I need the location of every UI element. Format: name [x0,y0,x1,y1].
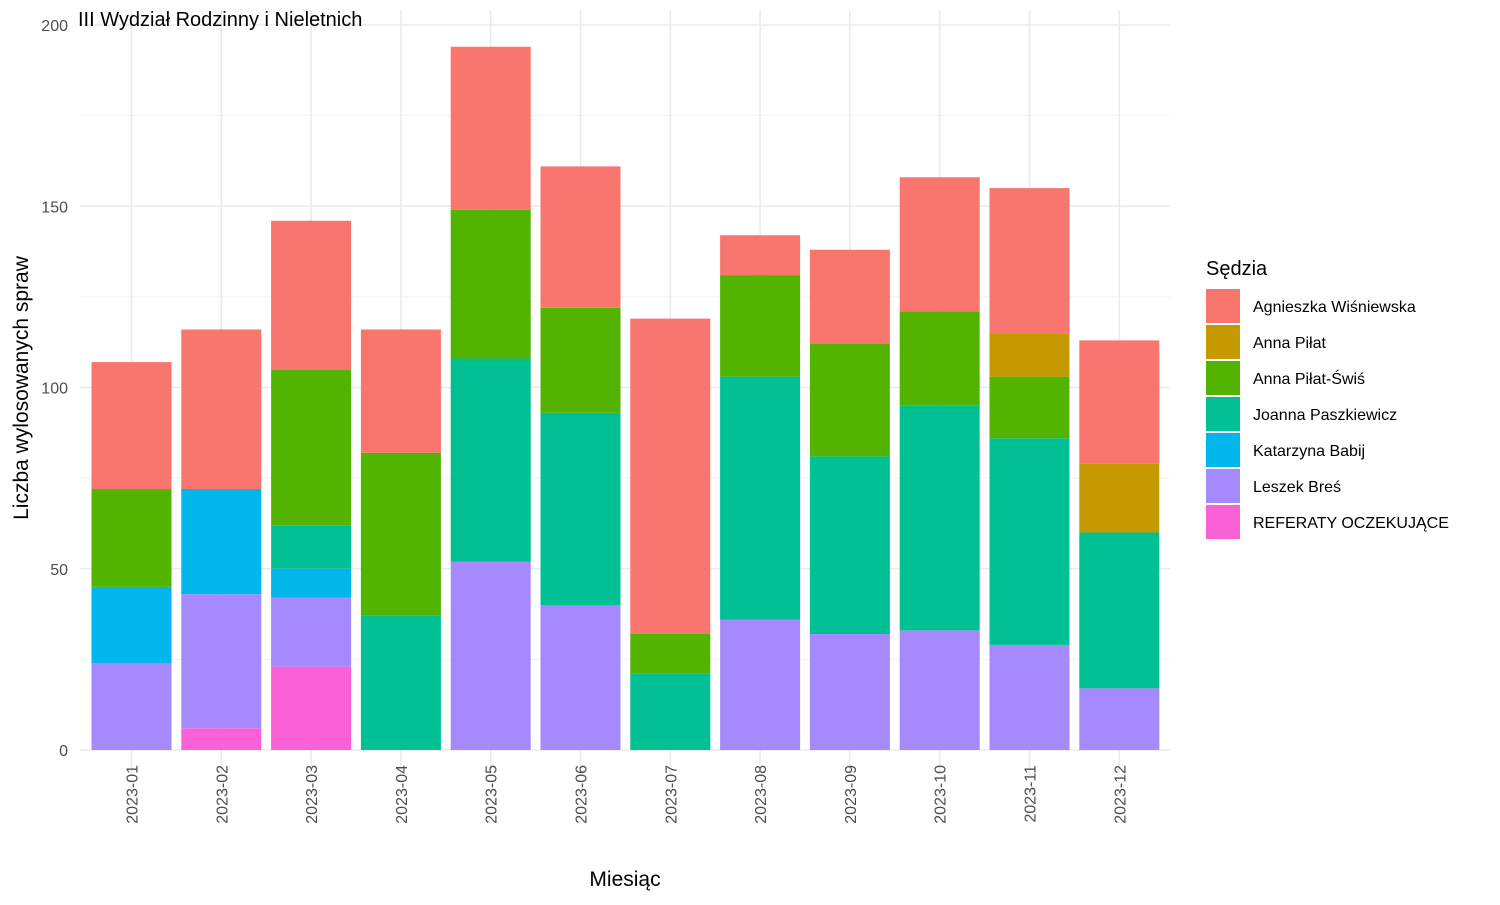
legend-label: Agnieszka Wiśniewska [1253,299,1416,316]
bar-segment [271,525,352,569]
x-tick-label: 2023-08 [753,765,770,824]
y-tick-label: 200 [41,18,68,35]
bar-segment [809,634,890,750]
bar-segment [720,376,801,620]
bar-segment [271,597,352,667]
bar-segment [630,318,711,634]
bar-segment [989,376,1070,439]
legend-label: Joanna Paszkiewicz [1253,407,1397,424]
x-tick-label: 2023-01 [125,765,142,824]
legend-label: REFERATY OCZEKUJĄCE [1253,515,1449,532]
x-tick-label: 2023-11 [1023,765,1040,823]
bar-segment [720,235,801,276]
bar-segment [360,452,441,616]
legend-swatch [1206,433,1240,467]
x-tick-label: 2023-04 [394,765,411,824]
legend: Sędzia Agnieszka Wiśniewska Anna Piłat Ann… [1206,258,1449,539]
bar-segment [540,412,621,605]
bar-segment [989,438,1070,645]
bars [91,46,1160,750]
legend-swatch [1206,397,1240,431]
bar-segment [809,344,890,457]
bar-segment [540,166,621,308]
bar-segment [1079,688,1160,750]
x-tick-label: 2023-07 [663,765,680,824]
legend-title: Sędzia [1206,258,1268,280]
bar-segment [989,333,1070,377]
y-tick-label: 0 [59,743,68,760]
y-tick-label: 100 [41,381,68,398]
x-axis: 2023-01 2023-02 2023-03 2023-04 2023-05 2023-… [125,765,1130,824]
bar-segment [1079,340,1160,464]
bar-segment [91,663,172,750]
bar-segment [181,489,262,595]
x-tick-label: 2023-06 [574,765,591,824]
bar-segment [271,369,352,526]
bar-segment [720,619,801,750]
bar-segment [450,561,531,750]
x-tick-label: 2023-09 [843,765,860,824]
bar-segment [989,188,1070,334]
legend-swatch [1206,289,1240,323]
bar-segment [181,728,262,750]
bar-segment [630,634,711,674]
legend-label: Leszek Breś [1253,479,1341,496]
x-tick-label: 2023-10 [933,765,950,824]
bar-segment [450,46,531,210]
bar-segment [181,594,262,729]
bar-segment [989,644,1070,750]
bar-segment [630,673,711,750]
bar-segment [899,311,980,406]
legend-swatch [1206,505,1240,539]
bar-segment [1079,463,1160,533]
bar-segment [809,249,890,344]
bar-segment [450,209,531,359]
x-tick-label: 2023-05 [484,765,501,824]
legend-label: Anna Piłat-Świś [1253,369,1365,388]
x-tick-label: 2023-03 [304,765,321,824]
legend-swatch [1206,469,1240,503]
x-tick-label: 2023-12 [1112,765,1129,824]
bar-segment [540,307,621,413]
bar-segment [271,220,352,370]
bar-segment [899,177,980,312]
y-axis: 0 50 100 150 200 [41,18,68,760]
bar-segment [1079,532,1160,689]
bar-segment [271,666,352,750]
bar-segment [809,456,890,634]
bar-segment [720,275,801,377]
chart-title: III Wydział Rodzinny i Nieletnich [78,9,362,31]
legend-swatch [1206,325,1240,359]
y-tick-label: 50 [50,562,68,579]
bar-segment [91,489,172,587]
legend-swatch [1206,361,1240,395]
bar-segment [91,586,172,663]
bar-segment [899,405,980,631]
bar-segment [181,329,262,489]
legend-label: Anna Piłat [1253,335,1326,352]
y-axis-title: Liczba wylosowanych spraw [10,255,33,520]
y-tick-label: 150 [41,199,68,216]
bar-segment [360,329,441,453]
bar-segment [450,358,531,562]
bar-segment [899,630,980,750]
bar-segment [91,362,172,489]
bar-segment [271,568,352,598]
bar-segment [540,605,621,750]
bar-segment [360,615,441,750]
legend-label: Katarzyna Babij [1253,443,1365,460]
x-tick-label: 2023-02 [214,765,231,824]
x-axis-title: Miesiąc [589,868,660,891]
